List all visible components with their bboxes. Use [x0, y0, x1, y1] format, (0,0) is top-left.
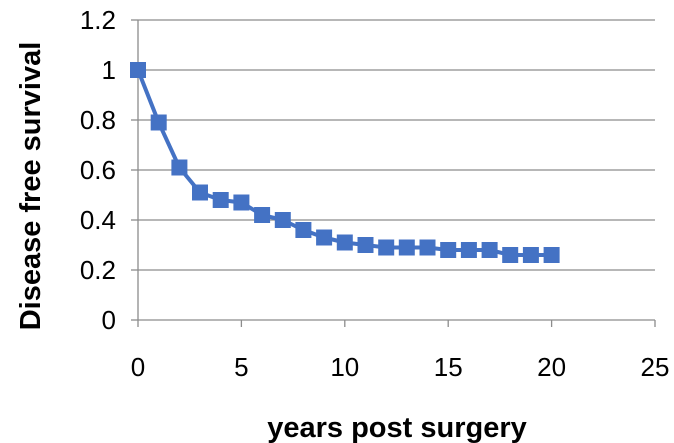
x-tick-label: 15 [434, 352, 463, 382]
data-point [212, 192, 229, 208]
data-point [274, 212, 291, 228]
gridlines [138, 19, 655, 271]
data-point [254, 207, 271, 223]
y-tick-label: 0.8 [80, 105, 116, 135]
data-point [150, 114, 167, 131]
series [130, 62, 560, 263]
x-tick-label: 20 [537, 352, 566, 382]
data-point [440, 242, 457, 258]
y-tick-label: 0.4 [80, 205, 116, 235]
x-tick-label: 0 [131, 352, 145, 382]
data-point [316, 229, 333, 246]
x-axis-title: years post surgery [267, 412, 527, 443]
data-point [357, 237, 374, 253]
tick-labels: 0 0.2 0.4 0.6 0.8 1 1.2 0 5 10 15 20 25 [80, 5, 670, 382]
y-tick-label: 0 [102, 305, 116, 335]
data-point [398, 239, 415, 256]
data-point [295, 222, 312, 238]
data-point [336, 234, 353, 251]
data-point [543, 247, 560, 263]
data-point [460, 242, 477, 258]
data-point [502, 247, 519, 263]
data-point [171, 159, 188, 176]
data-point [233, 194, 250, 211]
data-point [481, 242, 498, 258]
x-tick-label: 5 [234, 352, 248, 382]
data-point [419, 239, 436, 256]
y-tick-label: 1.2 [80, 5, 116, 35]
data-point [378, 239, 395, 256]
y-axis-title: Disease free survival [15, 42, 47, 331]
data-point [522, 247, 539, 263]
data-point [192, 184, 208, 201]
axes [131, 19, 656, 327]
x-tick-label: 25 [641, 352, 670, 382]
x-tick-label: 10 [330, 352, 359, 382]
series-line [136, 68, 554, 257]
y-tick-label: 0.6 [80, 155, 116, 185]
y-tick-label: 1 [102, 55, 116, 85]
data-point [130, 62, 146, 78]
y-tick-label: 0.2 [80, 255, 116, 285]
